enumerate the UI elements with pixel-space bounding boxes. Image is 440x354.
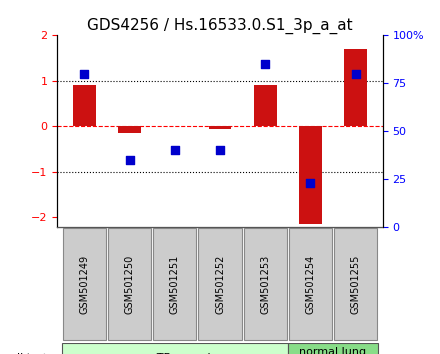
Point [171, 147, 178, 153]
FancyBboxPatch shape [62, 343, 288, 354]
Text: GSM501252: GSM501252 [215, 255, 225, 314]
Bar [299, 126, 322, 224]
FancyBboxPatch shape [198, 228, 242, 341]
Text: GSM501249: GSM501249 [79, 255, 89, 314]
FancyBboxPatch shape [62, 228, 106, 341]
Point [126, 157, 133, 162]
Text: cell type: cell type [4, 353, 52, 354]
Bar [73, 85, 95, 126]
FancyBboxPatch shape [243, 228, 287, 341]
Point [81, 71, 88, 76]
FancyBboxPatch shape [288, 343, 378, 354]
Point [307, 180, 314, 185]
Text: GSM501251: GSM501251 [170, 255, 180, 314]
FancyBboxPatch shape [334, 228, 378, 341]
Bar [118, 126, 141, 133]
Bar [345, 49, 367, 126]
Text: GSM501250: GSM501250 [125, 255, 135, 314]
Bar [209, 126, 231, 129]
Text: GSM501253: GSM501253 [260, 255, 270, 314]
Title: GDS4256 / Hs.16533.0.S1_3p_a_at: GDS4256 / Hs.16533.0.S1_3p_a_at [87, 18, 353, 34]
Text: caseous TB granulomas: caseous TB granulomas [108, 353, 241, 354]
Text: GSM501254: GSM501254 [305, 255, 315, 314]
FancyBboxPatch shape [289, 228, 332, 341]
Point [352, 71, 359, 76]
FancyBboxPatch shape [153, 228, 197, 341]
Text: normal lung
parenchyma: normal lung parenchyma [298, 347, 368, 354]
FancyBboxPatch shape [108, 228, 151, 341]
Text: GSM501255: GSM501255 [351, 255, 361, 314]
Point [216, 147, 224, 153]
Point [262, 61, 269, 67]
Bar [254, 85, 276, 126]
